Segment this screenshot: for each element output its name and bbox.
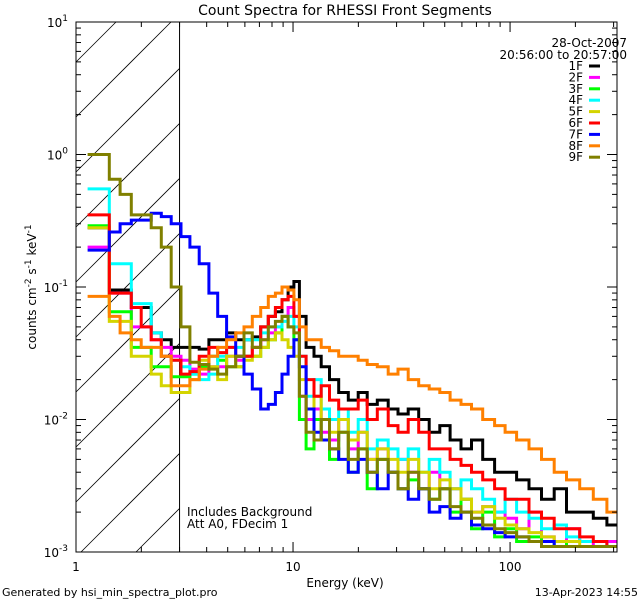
annotation-background: Includes Background [187,505,312,519]
x-tick-label: 10 [285,560,300,574]
series-line-1F [87,226,617,527]
time-range-label: 20:56:00 to 20:57:00 [500,48,627,62]
legend-label-6F: 6F [568,116,583,130]
hatch-line [135,508,180,553]
y-tick-label: 10-3 [44,544,68,560]
footer-timestamp: 13-Apr-2023 14:55 [535,586,638,599]
hatched-region [75,21,181,553]
series-line-2F [87,245,617,548]
hatch-line [75,343,180,448]
y-tick-label: 10-1 [44,279,68,295]
y-tick-label: 100 [47,147,68,163]
y-tick-label: 10-2 [44,412,68,428]
plot-frame [75,21,618,553]
hatch-line [75,68,180,173]
date-label: 28-Oct-2007 [551,36,627,50]
legend-label-9F: 9F [568,150,583,164]
series-line-9F [87,153,617,548]
hatch-line [75,21,117,63]
y-tick-label: 101 [47,14,68,30]
x-tick-label: 100 [499,560,522,574]
series-line-5F [87,226,617,548]
hatch-line [75,288,180,393]
y-axis-label: counts cm-2 s-1 keV-1 [24,224,39,349]
x-tick-label: 1 [72,560,80,574]
hatch-line [80,453,180,553]
hatch-line [75,123,180,228]
hatch-line [75,21,172,118]
annotation-attenuator: Att A0, FDecim 1 [187,517,288,531]
series-line-6F [87,213,617,548]
hatch-line [75,398,180,503]
legend-label-8F: 8F [568,139,583,153]
legend-label-4F: 4F [568,93,583,107]
legend-label-7F: 7F [568,127,583,141]
hatch-line [75,178,180,283]
x-axis-label: Energy (keV) [306,576,383,590]
series-line-8F [87,285,617,514]
legend-label-1F: 1F [568,59,583,73]
hatch-line [75,233,180,338]
legend-label-3F: 3F [568,82,583,96]
footer-generated-by: Generated by hsi_min_spectra_plot.pro [2,586,218,599]
chart-title: Count Spectra for RHESSI Front Segments [198,3,492,19]
legend-label-5F: 5F [568,105,583,119]
legend-label-2F: 2F [568,70,583,84]
series-line-7F [87,211,617,548]
